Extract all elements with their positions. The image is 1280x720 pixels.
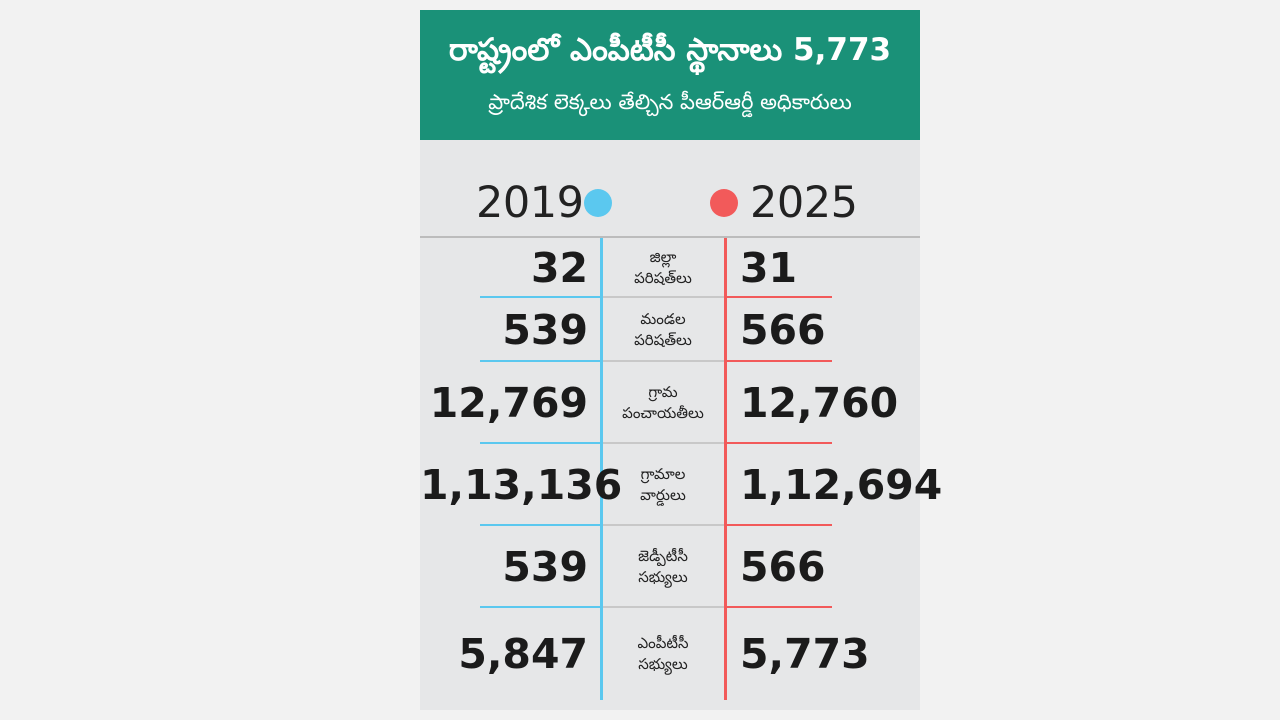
chart-subtitle: ప్రాదేశిక లెక్కలు తేల్చిన పీఆర్ఆర్డీ అధి… bbox=[488, 90, 852, 114]
category-label: గ్రామాల వార్డులు bbox=[640, 465, 686, 504]
value-2025: 1,12,694 bbox=[740, 461, 943, 509]
divider-2019 bbox=[600, 238, 603, 700]
value-2019: 12,769 bbox=[429, 379, 588, 427]
infographic-card: రాష్ట్రంలో ఎంపీటీసీ స్థానాలు 5,773 ప్రాద… bbox=[420, 10, 942, 710]
row-divider-2025 bbox=[727, 524, 832, 526]
legend-label-2025: 2025 bbox=[750, 178, 858, 228]
value-2025: 5,773 bbox=[740, 630, 870, 678]
row-divider-middle bbox=[603, 524, 724, 526]
header-banner: రాష్ట్రంలో ఎంపీటీసీ స్థానాలు 5,773 ప్రాద… bbox=[420, 10, 920, 140]
row-divider-2025 bbox=[727, 360, 832, 362]
row-divider-2019 bbox=[480, 442, 600, 444]
row-divider-2025 bbox=[727, 606, 832, 608]
category-label: గ్రామ పంచాయతీలు bbox=[622, 383, 704, 422]
legend-label-2019: 2019 bbox=[476, 178, 584, 228]
value-2025: 566 bbox=[740, 306, 826, 354]
legend-dot-2025 bbox=[710, 189, 738, 217]
category-label: ఎంపీటీసీ సభ్యులు bbox=[637, 634, 689, 673]
chart-title: రాష్ట్రంలో ఎంపీటీసీ స్థానాలు 5,773 bbox=[448, 32, 892, 68]
row-divider-2025 bbox=[727, 442, 832, 444]
row-divider-middle bbox=[603, 442, 724, 444]
row-divider-2025 bbox=[727, 296, 832, 298]
row-divider-middle bbox=[603, 360, 724, 362]
value-2019: 539 bbox=[502, 306, 588, 354]
category-label: జిల్లా పరిషత్‌లు bbox=[634, 248, 692, 287]
row-divider-2019 bbox=[480, 606, 600, 608]
row-divider-middle bbox=[603, 606, 724, 608]
value-2025: 566 bbox=[740, 543, 826, 591]
divider-2025 bbox=[724, 238, 727, 700]
table-top-rule bbox=[420, 236, 920, 238]
row-divider-2019 bbox=[480, 360, 600, 362]
value-2019: 32 bbox=[530, 244, 588, 292]
category-label: జెడ్పీటీసీ సభ్యులు bbox=[638, 547, 688, 586]
value-2019: 539 bbox=[502, 543, 588, 591]
row-divider-2019 bbox=[480, 524, 600, 526]
legend-dot-2019 bbox=[584, 189, 612, 217]
value-2019: 1,13,136 bbox=[420, 461, 623, 509]
value-2025: 31 bbox=[740, 244, 798, 292]
row-divider-2019 bbox=[480, 296, 600, 298]
value-2019: 5,847 bbox=[458, 630, 588, 678]
category-label: మండల పరిషత్‌లు bbox=[634, 310, 692, 349]
value-2025: 12,760 bbox=[740, 379, 899, 427]
row-divider-middle bbox=[603, 296, 724, 298]
